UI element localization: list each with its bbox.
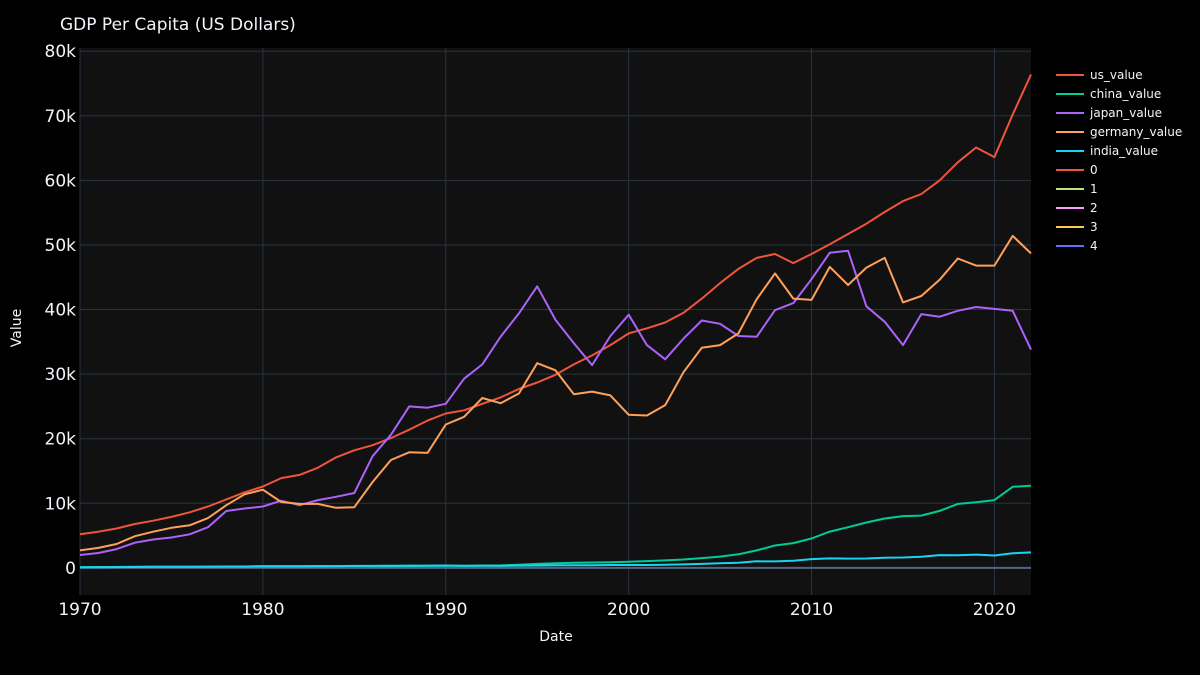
y-tick-label: 70k xyxy=(45,107,77,127)
legend-label: 3 xyxy=(1090,220,1098,234)
legend-item[interactable]: india_value xyxy=(1056,144,1158,158)
legend-label: 2 xyxy=(1090,201,1098,215)
y-axis-title: Value xyxy=(9,309,25,347)
series-lines xyxy=(79,74,1032,569)
y-tick-label: 80k xyxy=(45,42,77,62)
y-tick-label: 40k xyxy=(45,301,77,321)
x-axis-ticks: 1970 1980 1990 2000 2010 2020 xyxy=(58,600,1016,620)
legend-label: us_value xyxy=(1090,68,1143,82)
y-tick-label: 10k xyxy=(45,494,77,514)
legend-item[interactable]: 2 xyxy=(1056,201,1098,215)
legend-label: india_value xyxy=(1090,144,1158,158)
legend-label: 0 xyxy=(1090,163,1098,177)
y-tick-label: 60k xyxy=(45,171,77,191)
series-line-germany-value[interactable] xyxy=(79,234,1032,552)
legend-label: 4 xyxy=(1090,239,1098,253)
legend: us_value china_value japan_value germany_va… xyxy=(1056,68,1182,253)
legend-label: 1 xyxy=(1090,182,1098,196)
x-tick-label: 2020 xyxy=(973,600,1016,620)
series-line-india-value[interactable] xyxy=(79,551,1032,569)
y-tick-label: 20k xyxy=(45,430,77,450)
legend-item[interactable]: 4 xyxy=(1056,239,1098,253)
legend-item[interactable]: 1 xyxy=(1056,182,1098,196)
chart-title: GDP Per Capita (US Dollars) xyxy=(60,15,296,35)
x-tick-label: 1990 xyxy=(424,600,467,620)
y-tick-label: 0 xyxy=(65,559,76,579)
legend-item[interactable]: china_value xyxy=(1056,87,1161,101)
legend-item[interactable]: 3 xyxy=(1056,220,1098,234)
legend-item[interactable]: 0 xyxy=(1056,163,1098,177)
x-axis-title: Date xyxy=(539,629,572,645)
legend-label: japan_value xyxy=(1089,106,1162,120)
legend-label: germany_value xyxy=(1090,125,1182,139)
x-tick-label: 2000 xyxy=(607,600,650,620)
y-tick-label: 30k xyxy=(45,365,77,385)
legend-label: china_value xyxy=(1090,87,1161,101)
y-axis-ticks: 0 10k 20k 30k 40k 50k 60k 70k 80k xyxy=(45,42,77,579)
legend-item[interactable]: us_value xyxy=(1056,68,1143,82)
x-tick-label: 2010 xyxy=(790,600,833,620)
legend-item[interactable]: japan_value xyxy=(1056,106,1162,120)
y-tick-label: 50k xyxy=(45,236,77,256)
legend-item[interactable]: germany_value xyxy=(1056,125,1182,139)
gridlines xyxy=(79,48,1031,595)
series-line-japan-value[interactable] xyxy=(79,249,1032,556)
x-tick-label: 1980 xyxy=(241,600,284,620)
series-line-us-value[interactable] xyxy=(79,74,1032,536)
x-tick-label: 1970 xyxy=(58,600,101,620)
